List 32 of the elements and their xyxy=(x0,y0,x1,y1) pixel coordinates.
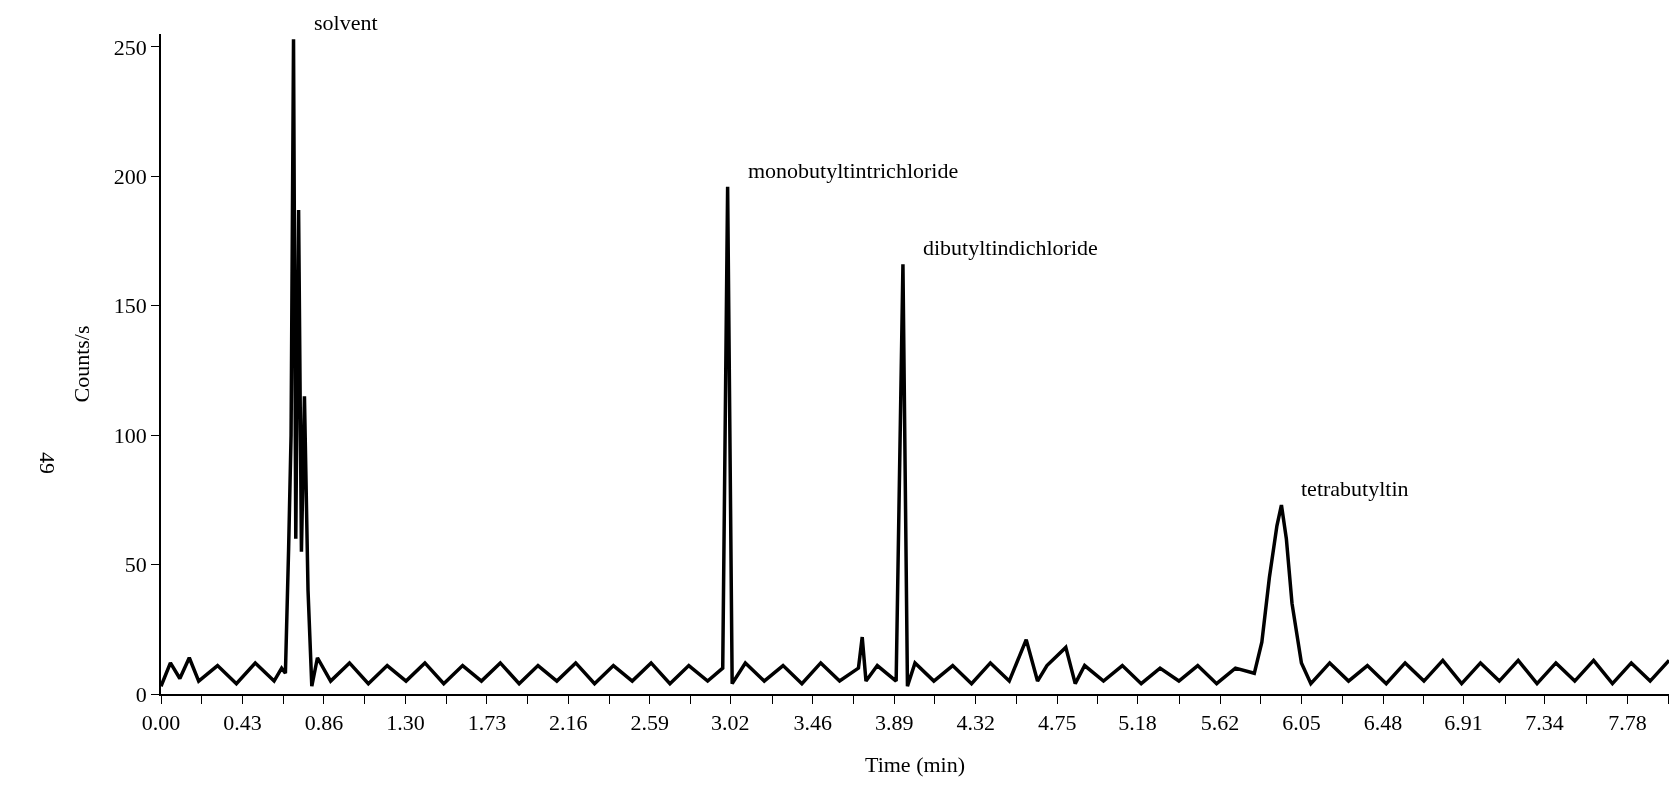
x-tick-label: 7.34 xyxy=(1525,710,1564,736)
x-tick-label: 2.16 xyxy=(549,710,588,736)
y-tick-label: 150 xyxy=(113,293,147,319)
x-tick-label: 0.86 xyxy=(304,710,344,736)
x-tick-label: 3.89 xyxy=(874,710,914,736)
y-tick-label: 50 xyxy=(124,552,147,578)
annotation: solvent xyxy=(314,10,378,35)
x-tick-label: 6.05 xyxy=(1282,710,1321,736)
x-tick-label: 5.62 xyxy=(1200,710,1240,736)
x-tick-label: 4.32 xyxy=(956,710,995,736)
x-tick-label: 4.75 xyxy=(1037,710,1077,736)
x-tick-label: 6.48 xyxy=(1363,710,1403,736)
y-tick-label: 250 xyxy=(113,34,147,60)
x-tick-label: 3.02 xyxy=(711,710,750,736)
annotation: monobutyltintrichloride xyxy=(748,158,959,183)
annotation: dibutyltindichloride xyxy=(923,235,1098,260)
x-tick-label: 0.00 xyxy=(141,710,181,736)
annotation: tetrabutyltin xyxy=(1301,476,1409,501)
y-tick-label: 100 xyxy=(113,422,147,448)
x-axis-title: Time (min) xyxy=(864,751,966,777)
x-tick-label: 7.78 xyxy=(1608,710,1647,736)
x-tick-label: 2.59 xyxy=(630,710,670,736)
x-tick-label: 0.43 xyxy=(223,710,262,736)
x-tick-label: 1.73 xyxy=(467,710,507,736)
y-tick-label: 200 xyxy=(113,164,147,190)
y-axis-title: Counts/s xyxy=(69,325,95,403)
y-tick-label: 0 xyxy=(135,681,147,707)
text: 49 xyxy=(34,451,60,474)
x-tick-label: 5.18 xyxy=(1118,710,1157,736)
x-tick-label: 1.30 xyxy=(386,710,425,736)
x-tick-label: 3.46 xyxy=(793,710,833,736)
x-tick-label: 6.91 xyxy=(1444,710,1483,736)
